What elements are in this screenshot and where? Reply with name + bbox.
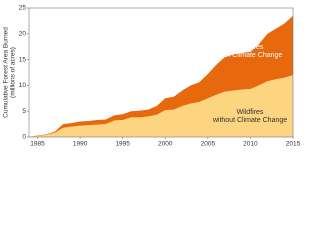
y-tick-label: 0 — [22, 134, 26, 141]
y-tick-label: 25 — [19, 5, 27, 12]
annotation: Wildfires — [237, 44, 264, 51]
x-tick-label: 2015 — [286, 141, 300, 148]
chart: 0 5 10 15 20 25 1985 1990 1995 2000 2005 2010 2015 Cu… — [3, 5, 300, 148]
annotation: with Climate Change — [217, 52, 283, 59]
annotation: Wildfires — [237, 109, 264, 116]
y-tick-label: 20 — [19, 31, 27, 38]
x-tick-label: 2000 — [158, 141, 173, 148]
x-tick-label: 2010 — [243, 141, 258, 148]
y-tick-label: 15 — [19, 56, 27, 63]
x-tick-label: 2005 — [201, 141, 216, 148]
y-axis-label: (millions of acres) — [10, 47, 17, 98]
area — [29, 75, 293, 137]
y-tick-label: 5 — [22, 108, 26, 115]
y-tick-label: 10 — [19, 82, 27, 89]
x-tick-label: 1985 — [30, 141, 45, 148]
annotation: without Climate Change — [212, 117, 287, 124]
area — [29, 15, 293, 138]
x-tick-label: 1990 — [73, 141, 88, 148]
y-axis-label: Cumulative Forest Area Burned — [3, 27, 10, 118]
x-tick-label: 1995 — [115, 141, 130, 148]
plot-frame — [28, 7, 294, 138]
